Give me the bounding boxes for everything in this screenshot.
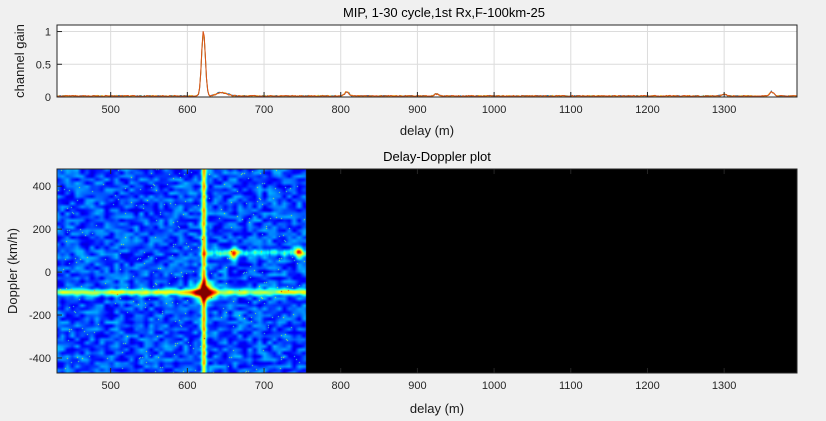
mip-y-label: channel gain xyxy=(12,24,27,98)
delay-doppler-x-tick-label: 1000 xyxy=(482,380,506,392)
delay-doppler-y-tick-label: 200 xyxy=(33,224,51,236)
delay-doppler-panel: Delay-Doppler plot 500 600 700 800 900 1000 11… xyxy=(5,149,798,416)
delay-doppler-y-tick-label: 0 xyxy=(45,267,51,279)
mip-x-tick-label: 900 xyxy=(408,104,426,116)
mip-y-tick-label: 1 xyxy=(45,27,51,39)
delay-doppler-title: Delay-Doppler plot xyxy=(383,149,491,164)
delay-doppler-x-tick-label: 500 xyxy=(101,380,119,392)
mip-series-line xyxy=(56,31,797,98)
delay-doppler-x-tick-label: 600 xyxy=(178,380,196,392)
delay-doppler-x-tick-label: 1300 xyxy=(712,380,736,392)
mip-panel: MIP, 1-30 cycle,1st Rx,F-100km-25 500 600… xyxy=(12,5,798,138)
delay-doppler-x-tick-label: 700 xyxy=(255,380,273,392)
delay-doppler-y-tick-label: 400 xyxy=(33,181,51,193)
mip-title: MIP, 1-30 cycle,1st Rx,F-100km-25 xyxy=(343,5,545,20)
mip-x-ticks: 500 600 700 800 900 1000 1100 1200 1300 xyxy=(101,92,736,116)
delay-doppler-x-tick-label: 1200 xyxy=(635,380,659,392)
mip-axes-border xyxy=(56,24,798,98)
delay-doppler-axes-border xyxy=(56,168,798,374)
delay-doppler-x-tick-label: 800 xyxy=(332,380,350,392)
mip-y-ticks: 00.51 xyxy=(36,27,62,104)
mip-x-label: delay (m) xyxy=(400,123,454,138)
delay-doppler-y-label: Doppler (km/h) xyxy=(5,228,20,314)
mip-axes xyxy=(56,24,798,98)
delay-doppler-y-ticks: -400 -200 0 200 400 xyxy=(29,181,62,365)
delay-doppler-y-tick-label: -200 xyxy=(29,310,51,322)
delay-doppler-y-tick-label: -400 xyxy=(29,353,51,365)
delay-doppler-heatmap xyxy=(57,169,797,373)
delay-doppler-x-ticks: 500 600 700 800 900 1000 1100 1200 1300 xyxy=(101,169,736,392)
delay-doppler-image-holder xyxy=(57,169,797,373)
mip-x-tick-label: 800 xyxy=(332,104,350,116)
mip-x-tick-label: 600 xyxy=(178,104,196,116)
mip-x-tick-label: 700 xyxy=(255,104,273,116)
delay-doppler-x-label: delay (m) xyxy=(410,401,464,416)
delay-doppler-x-tick-label: 1100 xyxy=(559,380,583,392)
mip-x-tick-label: 500 xyxy=(101,104,119,116)
mip-x-tick-label: 1300 xyxy=(712,104,736,116)
mip-x-tick-label: 1100 xyxy=(559,104,583,116)
delay-doppler-x-tick-label: 900 xyxy=(408,380,426,392)
mip-x-tick-label: 1200 xyxy=(635,104,659,116)
mip-y-tick-label: 0.5 xyxy=(36,59,51,71)
mip-y-tick-label: 0 xyxy=(45,92,51,104)
mip-x-tick-label: 1000 xyxy=(482,104,506,116)
